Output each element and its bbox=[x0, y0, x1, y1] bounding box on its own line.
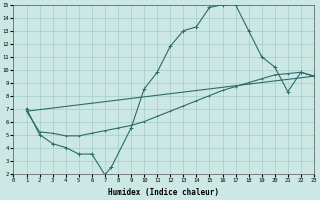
X-axis label: Humidex (Indice chaleur): Humidex (Indice chaleur) bbox=[108, 188, 219, 197]
